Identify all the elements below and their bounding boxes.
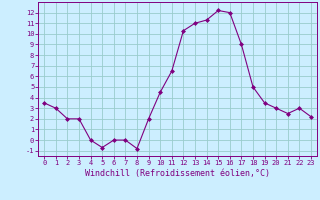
X-axis label: Windchill (Refroidissement éolien,°C): Windchill (Refroidissement éolien,°C)	[85, 169, 270, 178]
